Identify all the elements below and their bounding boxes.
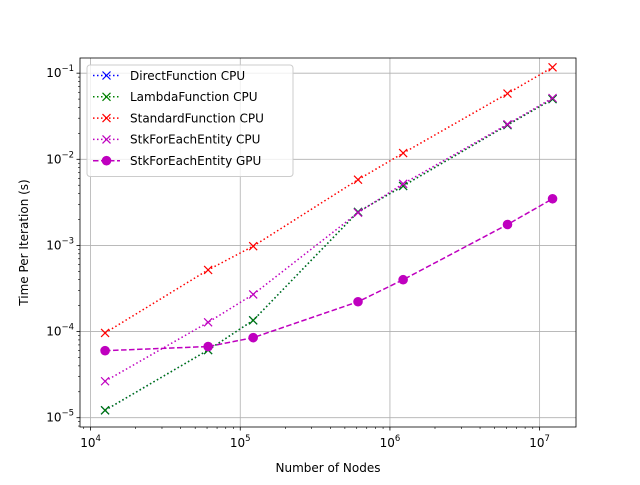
data-point: [102, 113, 111, 123]
marker-stroke: [548, 62, 557, 72]
marker-stroke: [100, 405, 110, 415]
data-point: [100, 345, 110, 356]
y-tick-label: 10−1: [46, 64, 74, 80]
series: [100, 62, 557, 338]
marker-stroke: [398, 181, 408, 191]
y-axis-label: Time Per Iteration (s): [17, 179, 31, 306]
y-tick-label: 10−3: [46, 236, 74, 252]
data-point: [248, 289, 258, 299]
marker-stroke: [102, 71, 111, 80]
data-point: [398, 148, 408, 158]
marker-stroke: [398, 179, 408, 189]
data-point: [503, 89, 512, 98]
data-point: [101, 155, 112, 166]
data-point: [102, 134, 111, 144]
marker-stroke: [100, 376, 110, 386]
legend-label: StandardFunction CPU: [130, 111, 264, 125]
series: [100, 193, 558, 356]
data-point: [548, 94, 557, 104]
ticks: 104 105 106 107 10−5 10−4 10−3 10−2 10−1: [46, 64, 550, 450]
marker-stroke: [102, 113, 111, 123]
marker-stroke: [353, 175, 363, 185]
legend-label: StkForEachEntity GPU: [130, 154, 261, 168]
x-tick-label: 105: [230, 434, 251, 450]
data-point: [503, 119, 512, 129]
marker-stroke: [203, 265, 213, 275]
legend-label: LambdaFunction CPU: [130, 90, 258, 104]
legend-label: StkForEachEntity CPU: [130, 133, 260, 147]
marker-stroke: [102, 92, 111, 102]
series-group: [100, 62, 558, 415]
marker-stroke: [398, 148, 408, 158]
data-point: [102, 92, 111, 102]
y-tick-label: 10−2: [46, 150, 74, 166]
x-tick-label: 107: [529, 434, 550, 450]
data-point: [100, 376, 110, 386]
data-point: [248, 315, 258, 325]
x-axis-label: Number of Nodes: [276, 461, 381, 475]
data-point: [398, 181, 408, 191]
data-point: [100, 405, 110, 415]
legend-entry: StkForEachEntity CPU: [93, 133, 260, 147]
data-point: [398, 274, 408, 285]
marker-stroke: [100, 328, 110, 338]
marker-stroke: [102, 134, 111, 144]
marker-stroke: [248, 241, 258, 251]
data-point: [100, 328, 110, 338]
plot-frame: [79, 57, 577, 428]
legend-label: DirectFunction CPU: [130, 69, 245, 83]
x-tick-label: 104: [80, 434, 101, 450]
data-point: [203, 341, 213, 352]
legend-entry: StkForEachEntity GPU: [93, 154, 261, 168]
legend-entry: StandardFunction CPU: [93, 111, 264, 125]
data-point: [248, 241, 258, 251]
marker-stroke: [353, 208, 363, 218]
data-point: [248, 332, 258, 343]
data-point: [547, 193, 558, 204]
y-tick-label: 10−5: [46, 409, 74, 425]
marker-stroke: [203, 317, 213, 327]
marker-stroke: [548, 94, 557, 104]
data-point: [398, 179, 408, 189]
legend-entry: DirectFunction CPU: [93, 69, 245, 83]
data-point: [102, 71, 111, 80]
data-point: [502, 219, 513, 230]
marker-stroke: [503, 89, 512, 98]
marker-stroke: [248, 289, 258, 299]
data-point: [353, 208, 363, 218]
data-point: [353, 296, 363, 307]
x-tick-label: 106: [380, 434, 401, 450]
marker-stroke: [548, 93, 557, 103]
marker-stroke: [248, 315, 258, 325]
y-tick-label: 10−4: [46, 323, 74, 339]
data-point: [548, 62, 557, 72]
legend: DirectFunction CPU LambdaFunction CPU Stan…: [86, 64, 294, 177]
data-point: [548, 93, 557, 103]
data-point: [203, 265, 213, 275]
data-point: [353, 175, 363, 185]
data-point: [203, 317, 213, 327]
series: [100, 93, 557, 386]
legend-box: [86, 64, 294, 177]
legend-entry: LambdaFunction CPU: [93, 90, 258, 104]
marker-stroke: [503, 119, 512, 129]
